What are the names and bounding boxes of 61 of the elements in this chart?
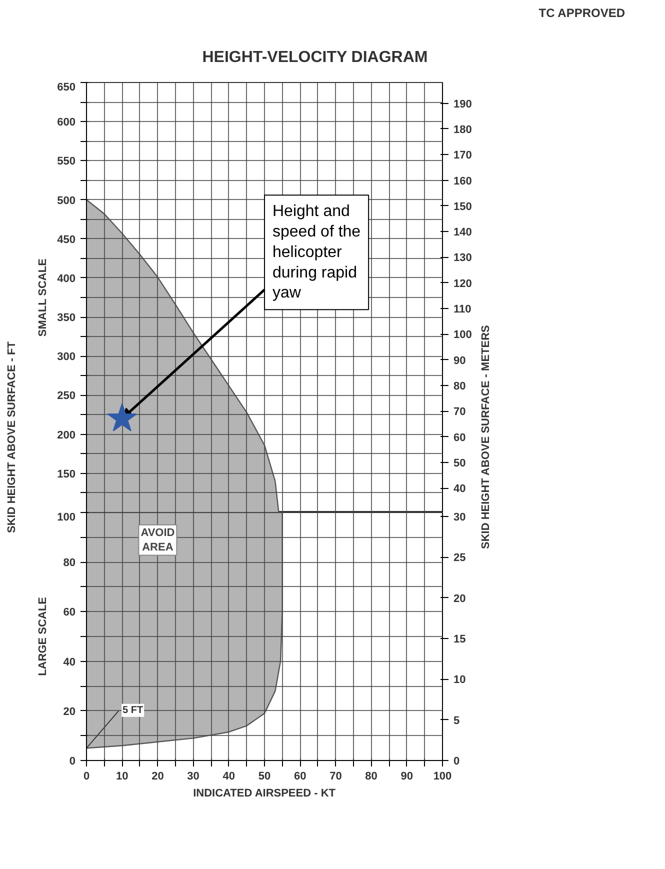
y-tick-label: 80 — [63, 557, 76, 570]
y-tick-label: 550 — [57, 156, 76, 168]
y2-tick-label: 50 — [454, 457, 466, 470]
y2-tick-label: 100 — [454, 329, 472, 342]
y-tick-label: 40 — [63, 656, 76, 668]
y2-tick-label: 150 — [454, 200, 472, 213]
y2-tick-label: 80 — [454, 380, 466, 392]
y2-tick-label: 30 — [454, 512, 466, 524]
y-tick-label: 300 — [57, 351, 76, 364]
y2-tick-label: 90 — [454, 354, 466, 367]
x-axis-title: INDICATED AIRSPEED - KT — [193, 788, 336, 800]
x-tick-label: 80 — [365, 770, 378, 782]
y2-tick-label: 20 — [454, 592, 466, 605]
y-tick-label: 600 — [57, 116, 76, 129]
y-tick-label: 650 — [57, 82, 76, 94]
x-tick-label: 70 — [330, 770, 342, 782]
y2-tick-label: 140 — [454, 226, 472, 239]
y-tick-label: 250 — [57, 390, 76, 402]
y-tick-label: 500 — [57, 194, 76, 207]
y2-tick-label: 120 — [454, 278, 472, 290]
y2-tick-label: 10 — [454, 674, 466, 686]
chart-title: HEIGHT-VELOCITY DIAGRAM — [202, 48, 428, 68]
y2-tick-label: 170 — [454, 150, 472, 162]
x-tick-label: 50 — [258, 770, 271, 782]
text: SMALL SCALE — [37, 258, 50, 337]
annotation: AVOID AREA — [140, 526, 175, 554]
y-tick-label: 200 — [57, 429, 76, 442]
y2-tick-label: 25 — [454, 552, 466, 564]
x-tick-label: 90 — [400, 770, 414, 782]
x-tick-label: 10 — [116, 770, 128, 782]
y-tick-label: 350 — [57, 312, 76, 324]
y2-tick-label: 130 — [454, 252, 472, 264]
y2-tick-label: 15 — [454, 633, 466, 646]
x-tick-label: 60 — [294, 770, 306, 782]
y2-tick-label: 110 — [454, 304, 472, 316]
y2-tick-label: 5 — [454, 714, 460, 727]
y-tick-label: 20 — [63, 706, 76, 718]
text: LARGE SCALE — [37, 597, 50, 676]
y2-tick-label: 160 — [454, 175, 472, 188]
y-tick-label: 100 — [57, 512, 76, 524]
x-tick-label: 40 — [222, 770, 236, 782]
y2-tick-label: 40 — [454, 483, 466, 496]
y-tick-label: 400 — [57, 272, 76, 285]
x-tick-label: 20 — [152, 770, 164, 782]
y-tick-label: 60 — [63, 606, 76, 619]
y2-axis-title: SKID HEIGHT ABOVE SURFACE - METERS — [479, 325, 493, 549]
text: TC APPROVED — [538, 5, 625, 22]
y-tick-label: 0 — [69, 756, 76, 768]
y2-tick-label: 180 — [454, 124, 472, 136]
annotation: Height and speed of the helicopter during rapid yaw — [272, 203, 361, 302]
y2-tick-label: 0 — [454, 756, 460, 768]
y2-tick-label: 70 — [454, 406, 466, 418]
x-tick-label: 0 — [83, 770, 90, 782]
y2-tick-label: 190 — [454, 98, 472, 110]
x-tick-label: 30 — [187, 770, 200, 782]
y-tick-label: 450 — [57, 234, 76, 246]
annotation: 5 FT — [122, 704, 144, 716]
y2-tick-label: 60 — [454, 432, 466, 444]
y-tick-label: 150 — [57, 468, 76, 480]
x-tick-label: 100 — [433, 770, 452, 782]
y-axis-title: SKID HEIGHT ABOVE SURFACE - FT — [5, 341, 19, 533]
